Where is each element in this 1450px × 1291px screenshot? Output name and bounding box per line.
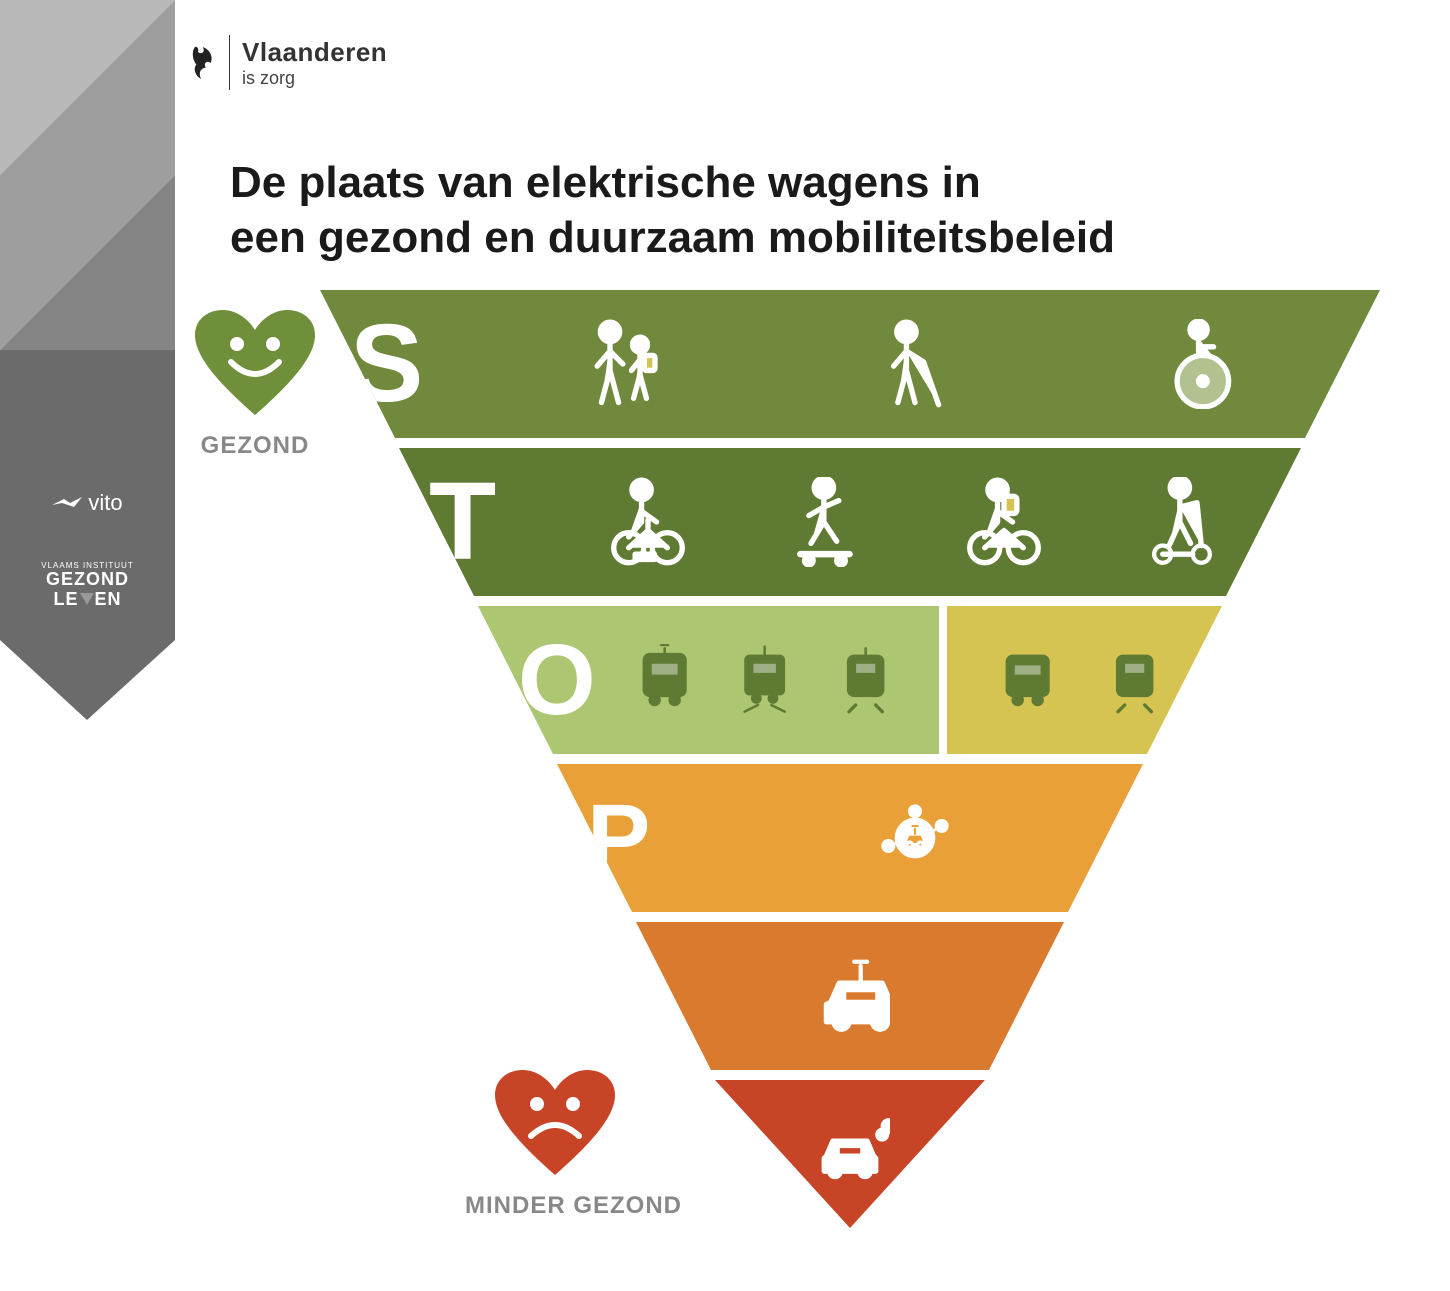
gezond-heart: GEZOND <box>185 310 325 460</box>
band-O-left-icons <box>618 635 919 725</box>
happy-heart-icon <box>195 310 315 420</box>
gezondleven-line2: LE EN <box>0 590 175 610</box>
lion-icon <box>190 35 230 90</box>
ecar-wrap <box>810 951 890 1041</box>
letter-T: T <box>429 467 559 577</box>
band-P-inner: P <box>557 764 1143 912</box>
etram-icon <box>738 644 798 716</box>
band-S-inner: S <box>320 290 1380 438</box>
band-O: O <box>478 606 1222 754</box>
skateboard-icon <box>786 477 866 567</box>
ebike-icon <box>608 477 688 567</box>
band-T-inner: T <box>399 448 1301 596</box>
bike-backpack-wrap <box>964 477 1044 567</box>
title-line1: De plaats van elektrische wagens in <box>230 155 1115 210</box>
band-O-left: O <box>478 606 939 754</box>
vlaanderen-logo: Vlaanderen is zorg <box>190 35 387 90</box>
wheelchair-icon <box>1165 319 1245 409</box>
band-S: S <box>320 290 1380 438</box>
shared-ecar-wrap <box>875 793 955 883</box>
band-O-right <box>947 606 1222 754</box>
vlaanderen-text: Vlaanderen is zorg <box>242 37 387 89</box>
shared-ecar-icon <box>875 783 955 893</box>
vlaanderen-main: Vlaanderen <box>242 37 387 68</box>
gl-triangle-icon <box>80 593 94 605</box>
blind-walker-icon <box>875 319 955 409</box>
gezondleven-logo: VLAAMS INSTITUUT GEZOND LEEN <box>0 561 175 610</box>
vito-logo: vito <box>0 490 175 516</box>
gezondleven-line1: GEZOND <box>0 570 175 590</box>
gl-l2a: LE <box>53 589 78 609</box>
gl-l2b: EN <box>95 589 122 609</box>
band-P3 <box>715 1080 985 1228</box>
wheelchair-wrap <box>1165 319 1245 409</box>
bike-backpack-icon <box>964 477 1044 567</box>
band-P3-icons <box>745 1109 955 1199</box>
bus-wrap <box>991 635 1071 725</box>
etrain-wrap <box>829 635 909 725</box>
scooter-wrap <box>1142 477 1222 567</box>
letter-P: P <box>587 791 717 886</box>
scooter-icon <box>1142 477 1222 567</box>
band-P3-inner <box>715 1080 985 1228</box>
skateboard-wrap <box>786 477 866 567</box>
title-line2: een gezond en duurzaam mobiliteitsbeleid <box>230 210 1115 265</box>
ebike-wrap <box>608 477 688 567</box>
page-title: De plaats van elektrische wagens in een … <box>230 155 1115 265</box>
stop-pyramid: STOP <box>320 290 1380 1238</box>
sidebar-shapes <box>0 0 175 720</box>
band-P2-icons <box>666 951 1034 1041</box>
car-fume-wrap <box>810 1109 890 1199</box>
letter-O: O <box>518 630 618 730</box>
etrain-icon <box>839 644 899 716</box>
vito-text: vito <box>88 490 122 516</box>
gezond-label: GEZOND <box>185 432 325 460</box>
band-P2 <box>636 922 1064 1070</box>
band-S-icons <box>480 319 1350 409</box>
band-T-icons <box>559 477 1271 567</box>
sidebar-logos: vito VLAAMS INSTITUUT GEZOND LEEN <box>0 490 175 610</box>
band-P2-inner <box>636 922 1064 1070</box>
ebus-icon <box>638 644 698 716</box>
walkers-icon <box>585 319 665 409</box>
band-T: T <box>399 448 1301 596</box>
walkers-wrap <box>585 319 665 409</box>
etram-wrap <box>728 635 808 725</box>
vito-bird-icon <box>52 495 82 511</box>
blind-walker-wrap <box>875 319 955 409</box>
bus-icon <box>1001 644 1061 716</box>
ecar-icon <box>810 951 890 1041</box>
sidebar-geometric: vito VLAAMS INSTITUUT GEZOND LEEN <box>0 0 175 720</box>
band-P-icons <box>717 793 1113 883</box>
ebus-wrap <box>628 635 708 725</box>
train-wrap <box>1098 635 1178 725</box>
band-P: P <box>557 764 1143 912</box>
train-icon <box>1108 644 1168 716</box>
vlaanderen-sub: is zorg <box>242 68 387 89</box>
letter-S: S <box>350 309 480 419</box>
car-fume-icon <box>810 1109 890 1199</box>
